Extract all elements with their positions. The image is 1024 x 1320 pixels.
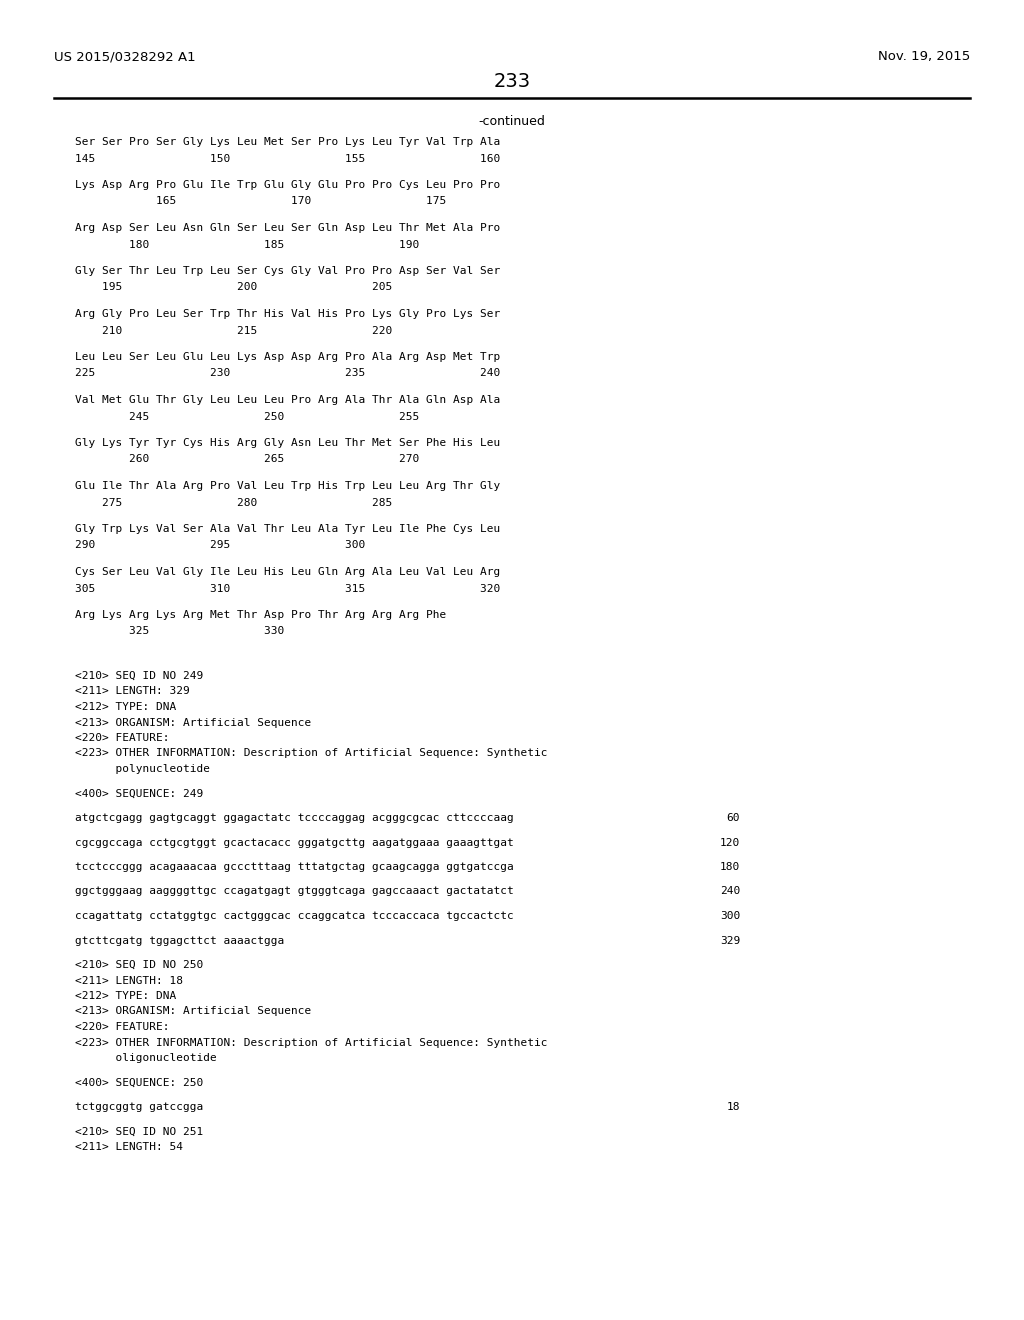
Text: <400> SEQUENCE: 250: <400> SEQUENCE: 250 — [75, 1077, 203, 1088]
Text: Gly Lys Tyr Tyr Cys His Arg Gly Asn Leu Thr Met Ser Phe His Leu: Gly Lys Tyr Tyr Cys His Arg Gly Asn Leu … — [75, 438, 501, 447]
Text: 245                 250                 255: 245 250 255 — [75, 412, 419, 421]
Text: <210> SEQ ID NO 250: <210> SEQ ID NO 250 — [75, 960, 203, 970]
Text: Glu Ile Thr Ala Arg Pro Val Leu Trp His Trp Leu Leu Arg Thr Gly: Glu Ile Thr Ala Arg Pro Val Leu Trp His … — [75, 480, 501, 491]
Text: 305                 310                 315                 320: 305 310 315 320 — [75, 583, 501, 594]
Text: <211> LENGTH: 18: <211> LENGTH: 18 — [75, 975, 183, 986]
Text: tctggcggtg gatccgga: tctggcggtg gatccgga — [75, 1102, 203, 1111]
Text: 329: 329 — [720, 936, 740, 945]
Text: ggctgggaag aaggggttgc ccagatgagt gtgggtcaga gagccaaact gactatatct: ggctgggaag aaggggttgc ccagatgagt gtgggtc… — [75, 887, 514, 896]
Text: 290                 295                 300: 290 295 300 — [75, 540, 366, 550]
Text: <212> TYPE: DNA: <212> TYPE: DNA — [75, 991, 176, 1001]
Text: <223> OTHER INFORMATION: Description of Artificial Sequence: Synthetic: <223> OTHER INFORMATION: Description of … — [75, 1038, 548, 1048]
Text: <210> SEQ ID NO 251: <210> SEQ ID NO 251 — [75, 1126, 203, 1137]
Text: 240: 240 — [720, 887, 740, 896]
Text: <210> SEQ ID NO 249: <210> SEQ ID NO 249 — [75, 671, 203, 681]
Text: tcctcccggg acagaaacaa gccctttaag tttatgctag gcaagcagga ggtgatccga: tcctcccggg acagaaacaa gccctttaag tttatgc… — [75, 862, 514, 873]
Text: 225                 230                 235                 240: 225 230 235 240 — [75, 368, 501, 379]
Text: <220> FEATURE:: <220> FEATURE: — [75, 733, 170, 743]
Text: 233: 233 — [494, 73, 530, 91]
Text: 60: 60 — [726, 813, 740, 822]
Text: -continued: -continued — [478, 115, 546, 128]
Text: 195                 200                 205: 195 200 205 — [75, 282, 392, 293]
Text: Arg Asp Ser Leu Asn Gln Ser Leu Ser Gln Asp Leu Thr Met Ala Pro: Arg Asp Ser Leu Asn Gln Ser Leu Ser Gln … — [75, 223, 501, 234]
Text: <213> ORGANISM: Artificial Sequence: <213> ORGANISM: Artificial Sequence — [75, 1006, 311, 1016]
Text: 18: 18 — [726, 1102, 740, 1111]
Text: Ser Ser Pro Ser Gly Lys Leu Met Ser Pro Lys Leu Tyr Val Trp Ala: Ser Ser Pro Ser Gly Lys Leu Met Ser Pro … — [75, 137, 501, 147]
Text: cgcggccaga cctgcgtggt gcactacacc gggatgcttg aagatggaaa gaaagttgat: cgcggccaga cctgcgtggt gcactacacc gggatgc… — [75, 837, 514, 847]
Text: gtcttcgatg tggagcttct aaaactgga: gtcttcgatg tggagcttct aaaactgga — [75, 936, 285, 945]
Text: <212> TYPE: DNA: <212> TYPE: DNA — [75, 702, 176, 711]
Text: 210                 215                 220: 210 215 220 — [75, 326, 392, 335]
Text: Val Met Glu Thr Gly Leu Leu Leu Pro Arg Ala Thr Ala Gln Asp Ala: Val Met Glu Thr Gly Leu Leu Leu Pro Arg … — [75, 395, 501, 405]
Text: 145                 150                 155                 160: 145 150 155 160 — [75, 153, 501, 164]
Text: Cys Ser Leu Val Gly Ile Leu His Leu Gln Arg Ala Leu Val Leu Arg: Cys Ser Leu Val Gly Ile Leu His Leu Gln … — [75, 568, 501, 577]
Text: 275                 280                 285: 275 280 285 — [75, 498, 392, 507]
Text: ccagattatg cctatggtgc cactgggcac ccaggcatca tcccaccaca tgccactctc: ccagattatg cctatggtgc cactgggcac ccaggca… — [75, 911, 514, 921]
Text: 300: 300 — [720, 911, 740, 921]
Text: <223> OTHER INFORMATION: Description of Artificial Sequence: Synthetic: <223> OTHER INFORMATION: Description of … — [75, 748, 548, 759]
Text: atgctcgagg gagtgcaggt ggagactatc tccccaggag acgggcgcac cttccccaag: atgctcgagg gagtgcaggt ggagactatc tccccag… — [75, 813, 514, 822]
Text: <211> LENGTH: 54: <211> LENGTH: 54 — [75, 1142, 183, 1152]
Text: polynucleotide: polynucleotide — [75, 764, 210, 774]
Text: <400> SEQUENCE: 249: <400> SEQUENCE: 249 — [75, 788, 203, 799]
Text: US 2015/0328292 A1: US 2015/0328292 A1 — [54, 50, 196, 63]
Text: <213> ORGANISM: Artificial Sequence: <213> ORGANISM: Artificial Sequence — [75, 718, 311, 727]
Text: <220> FEATURE:: <220> FEATURE: — [75, 1022, 170, 1032]
Text: 165                 170                 175: 165 170 175 — [75, 197, 446, 206]
Text: 180                 185                 190: 180 185 190 — [75, 239, 419, 249]
Text: 180: 180 — [720, 862, 740, 873]
Text: Gly Trp Lys Val Ser Ala Val Thr Leu Ala Tyr Leu Ile Phe Cys Leu: Gly Trp Lys Val Ser Ala Val Thr Leu Ala … — [75, 524, 501, 535]
Text: 325                 330: 325 330 — [75, 627, 285, 636]
Text: oligonucleotide: oligonucleotide — [75, 1053, 217, 1063]
Text: Arg Lys Arg Lys Arg Met Thr Asp Pro Thr Arg Arg Arg Phe: Arg Lys Arg Lys Arg Met Thr Asp Pro Thr … — [75, 610, 446, 620]
Text: 260                 265                 270: 260 265 270 — [75, 454, 419, 465]
Text: <211> LENGTH: 329: <211> LENGTH: 329 — [75, 686, 189, 697]
Text: Leu Leu Ser Leu Glu Leu Lys Asp Asp Arg Pro Ala Arg Asp Met Trp: Leu Leu Ser Leu Glu Leu Lys Asp Asp Arg … — [75, 352, 501, 362]
Text: Arg Gly Pro Leu Ser Trp Thr His Val His Pro Lys Gly Pro Lys Ser: Arg Gly Pro Leu Ser Trp Thr His Val His … — [75, 309, 501, 319]
Text: Nov. 19, 2015: Nov. 19, 2015 — [878, 50, 970, 63]
Text: 120: 120 — [720, 837, 740, 847]
Text: Gly Ser Thr Leu Trp Leu Ser Cys Gly Val Pro Pro Asp Ser Val Ser: Gly Ser Thr Leu Trp Leu Ser Cys Gly Val … — [75, 267, 501, 276]
Text: Lys Asp Arg Pro Glu Ile Trp Glu Gly Glu Pro Pro Cys Leu Pro Pro: Lys Asp Arg Pro Glu Ile Trp Glu Gly Glu … — [75, 180, 501, 190]
